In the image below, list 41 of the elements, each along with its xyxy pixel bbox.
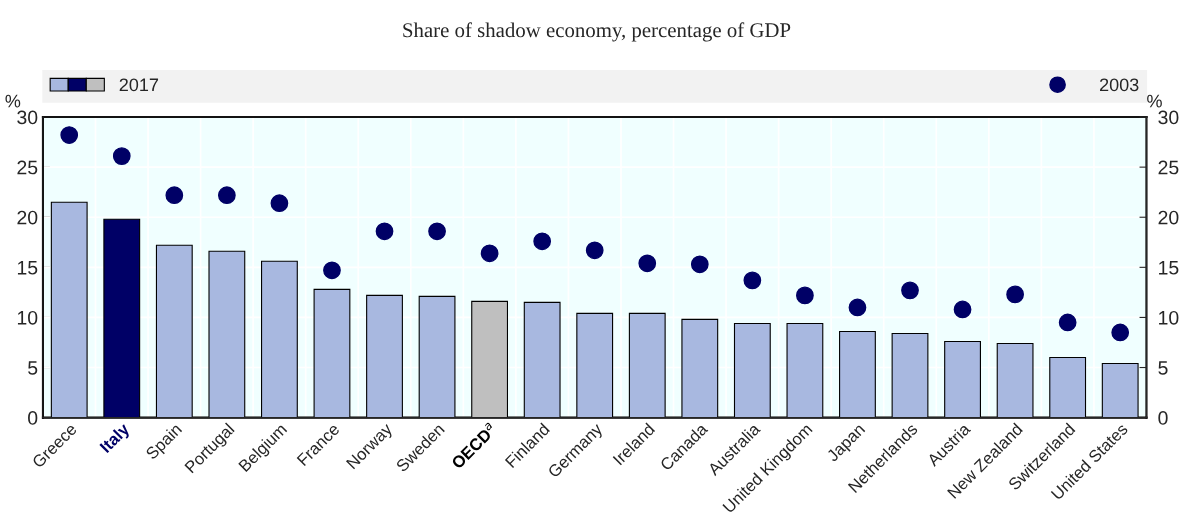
point bbox=[1058, 313, 1077, 332]
y2-tick-label: 0 bbox=[1158, 411, 1168, 425]
point bbox=[480, 244, 499, 263]
y2-tick-label: 15 bbox=[1159, 261, 1179, 275]
y-tick-label: 0 bbox=[28, 411, 38, 425]
x-tick-label: OECD$^{a}$ bbox=[449, 422, 498, 470]
point bbox=[585, 241, 604, 260]
y2-tick-label: 20 bbox=[1158, 210, 1179, 225]
chart-title: Share of shadow economy, percentage of GDP bbox=[403, 22, 791, 42]
y-tick-label: 25 bbox=[17, 160, 38, 175]
y2-tick-label: 10 bbox=[1159, 310, 1179, 325]
point bbox=[743, 271, 762, 290]
y-tick-label: 20 bbox=[17, 210, 38, 225]
point bbox=[901, 281, 919, 300]
y-axis-title: % bbox=[5, 94, 21, 108]
point bbox=[796, 286, 814, 305]
y2-tick-label: 30 bbox=[1158, 110, 1179, 125]
point bbox=[1006, 285, 1024, 304]
y2-tick-label: 5 bbox=[1158, 361, 1168, 375]
y2-tick-label: 25 bbox=[1158, 160, 1179, 175]
y-tick-label: 30 bbox=[17, 110, 38, 125]
point bbox=[217, 186, 236, 205]
point bbox=[270, 194, 289, 213]
point bbox=[1111, 323, 1130, 342]
point bbox=[323, 261, 341, 280]
point bbox=[112, 147, 131, 165]
point bbox=[690, 255, 709, 274]
point bbox=[848, 298, 867, 317]
point bbox=[428, 222, 446, 241]
point bbox=[953, 300, 972, 319]
point bbox=[375, 222, 394, 241]
y-tick-label: 10 bbox=[17, 310, 38, 325]
legend-label: 2003 bbox=[1100, 78, 1139, 92]
legend-label: 2017 bbox=[119, 78, 159, 92]
point bbox=[638, 254, 657, 273]
point bbox=[165, 186, 184, 205]
point bbox=[60, 126, 79, 144]
y-tick-label: 5 bbox=[28, 361, 38, 375]
point bbox=[533, 232, 552, 251]
y-tick-label: 15 bbox=[17, 261, 38, 275]
y2-axis-title: % bbox=[1147, 94, 1162, 108]
